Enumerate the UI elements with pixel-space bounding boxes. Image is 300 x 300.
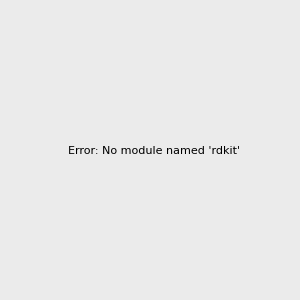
Text: Error: No module named 'rdkit': Error: No module named 'rdkit' (68, 146, 240, 157)
